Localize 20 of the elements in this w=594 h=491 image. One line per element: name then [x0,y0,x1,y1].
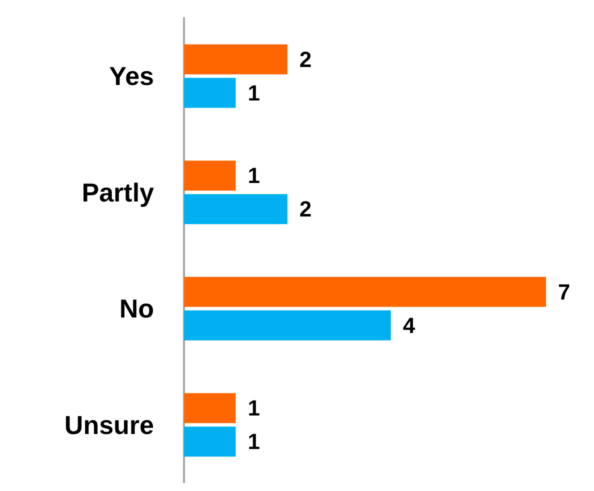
data-label: 1 [248,80,260,106]
data-label: 1 [248,396,260,421]
y-tick-label: Unsure [64,410,154,440]
data-label: 1 [248,163,260,188]
data-label: 1 [248,429,260,454]
y-tick-label: No [119,294,154,324]
bar [184,426,236,457]
y-tick-label: Yes [109,61,154,92]
data-label: 7 [558,279,570,304]
bar [184,393,236,424]
data-label: 4 [402,312,416,338]
data-label: 2 [299,46,312,72]
bar [184,78,236,108]
bar [184,44,288,74]
bar [184,194,288,224]
bar [184,160,236,191]
y-tick-label: Partly [82,177,155,208]
bar [184,276,546,307]
bar [184,310,391,340]
data-label: 2 [299,196,312,222]
